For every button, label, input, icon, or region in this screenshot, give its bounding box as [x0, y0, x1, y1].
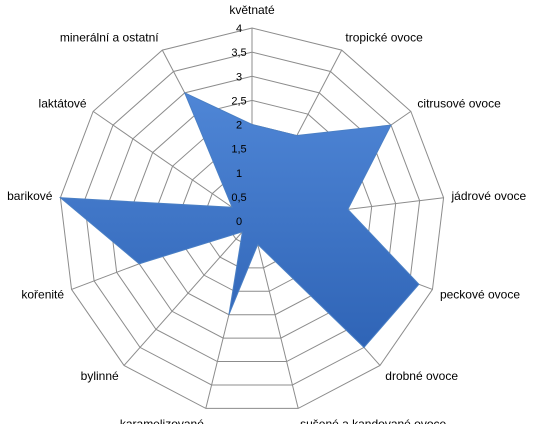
- category-label: jádrové ovoce: [451, 189, 527, 203]
- series-layer: [58, 91, 420, 349]
- grid-ring-8: [59, 27, 445, 409]
- category-label: bylinné: [81, 369, 119, 383]
- category-label: peckové ovoce: [440, 287, 520, 301]
- series-area-0: [58, 91, 420, 349]
- tick-label: 1: [236, 168, 242, 180]
- tick-label: 4: [236, 23, 242, 35]
- category-labels: květnaté tropické ovoce citrusové ovoce jád…: [7, 3, 526, 424]
- tick-label: 2,5: [231, 95, 246, 107]
- category-label: minerální a ostatní: [60, 31, 159, 45]
- tick-label: 0: [236, 216, 242, 228]
- category-label: barikové: [7, 189, 53, 203]
- category-label: karamelizované: [120, 417, 204, 424]
- tick-label: 3: [236, 71, 242, 83]
- radial-axis-ticks: 0 0,5 1 1,5 2 2,5 3 3,5 4: [231, 23, 246, 228]
- category-label: drobné ovoce: [385, 369, 458, 383]
- tick-label: 1,5: [231, 144, 246, 156]
- category-label: citrusové ovoce: [417, 96, 501, 110]
- spoke-11: [92, 110, 253, 222]
- tick-label: 2: [236, 120, 242, 132]
- category-label: sušené a kandované ovoce: [300, 417, 446, 424]
- grid-ring-7: [83, 51, 421, 386]
- category-label: květnaté: [229, 3, 275, 17]
- spoke-6: [251, 220, 299, 409]
- category-label: kořenité: [21, 287, 64, 301]
- spoke-8: [123, 220, 253, 366]
- tick-label: 3,5: [231, 47, 246, 59]
- tick-label: 0,5: [231, 192, 246, 204]
- category-label: laktátové: [39, 96, 87, 110]
- category-label: tropické ovoce: [345, 31, 423, 45]
